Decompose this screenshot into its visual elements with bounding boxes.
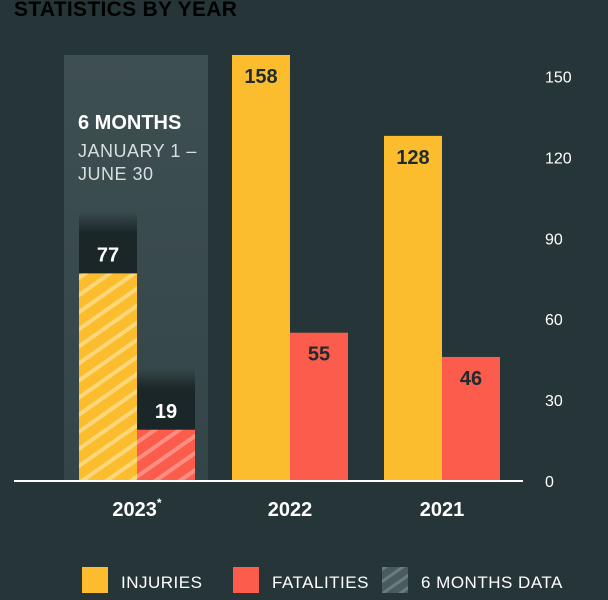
legend-label-fatalities: FATALITIES	[272, 573, 369, 592]
x-tick-mark-2023: *	[157, 496, 162, 510]
y-tick-label-90: 90	[545, 231, 563, 248]
partial-period-heading: 6 MONTHS	[78, 112, 181, 134]
bar-injuries-2022	[232, 55, 290, 481]
bar-injuries-2021	[384, 135, 442, 481]
label-backdrop-injuries-2023	[79, 211, 137, 274]
legend: INJURIES FATALITIES 6 MONTHS DATA	[82, 567, 563, 593]
legend-label-injuries: INJURIES	[121, 573, 202, 592]
y-tick-label-150: 150	[545, 70, 572, 87]
partial-period-line1: JANUARY 1 –	[78, 141, 197, 161]
x-tick-label-2021: 2021	[420, 499, 465, 521]
legend-swatch-fatalities	[233, 567, 259, 593]
data-label-injuries-2021: 128	[396, 147, 429, 169]
partial-period-line2: JUNE 30	[78, 164, 154, 184]
data-label-injuries-2023: 77	[97, 244, 119, 266]
data-label-fatalities-2022: 55	[308, 344, 330, 366]
x-tick-label-2022: 2022	[268, 499, 313, 521]
chart-title: STATISTICS BY YEAR	[14, 0, 237, 21]
data-label-injuries-2022: 158	[244, 66, 277, 88]
bar-fatalities-2021	[442, 356, 500, 481]
y-tick-label-60: 60	[545, 312, 563, 329]
y-tick-label-120: 120	[545, 150, 572, 167]
y-tick-label-0: 0	[545, 474, 554, 491]
bar-fatalities-2022	[290, 332, 348, 481]
x-tick-label-2023: 2023*	[112, 496, 162, 521]
label-backdrop-fatalities-2023	[137, 367, 195, 430]
y-tick-label-30: 30	[545, 393, 563, 410]
data-label-fatalities-2021: 46	[460, 368, 482, 390]
bar-injuries-2023	[79, 273, 137, 481]
legend-label-6-months: 6 MONTHS DATA	[421, 573, 563, 592]
legend-swatch-6-months	[382, 567, 408, 593]
data-label-fatalities-2023: 19	[155, 401, 177, 423]
legend-swatch-injuries	[82, 567, 108, 593]
bar-fatalities-2023	[137, 429, 195, 481]
